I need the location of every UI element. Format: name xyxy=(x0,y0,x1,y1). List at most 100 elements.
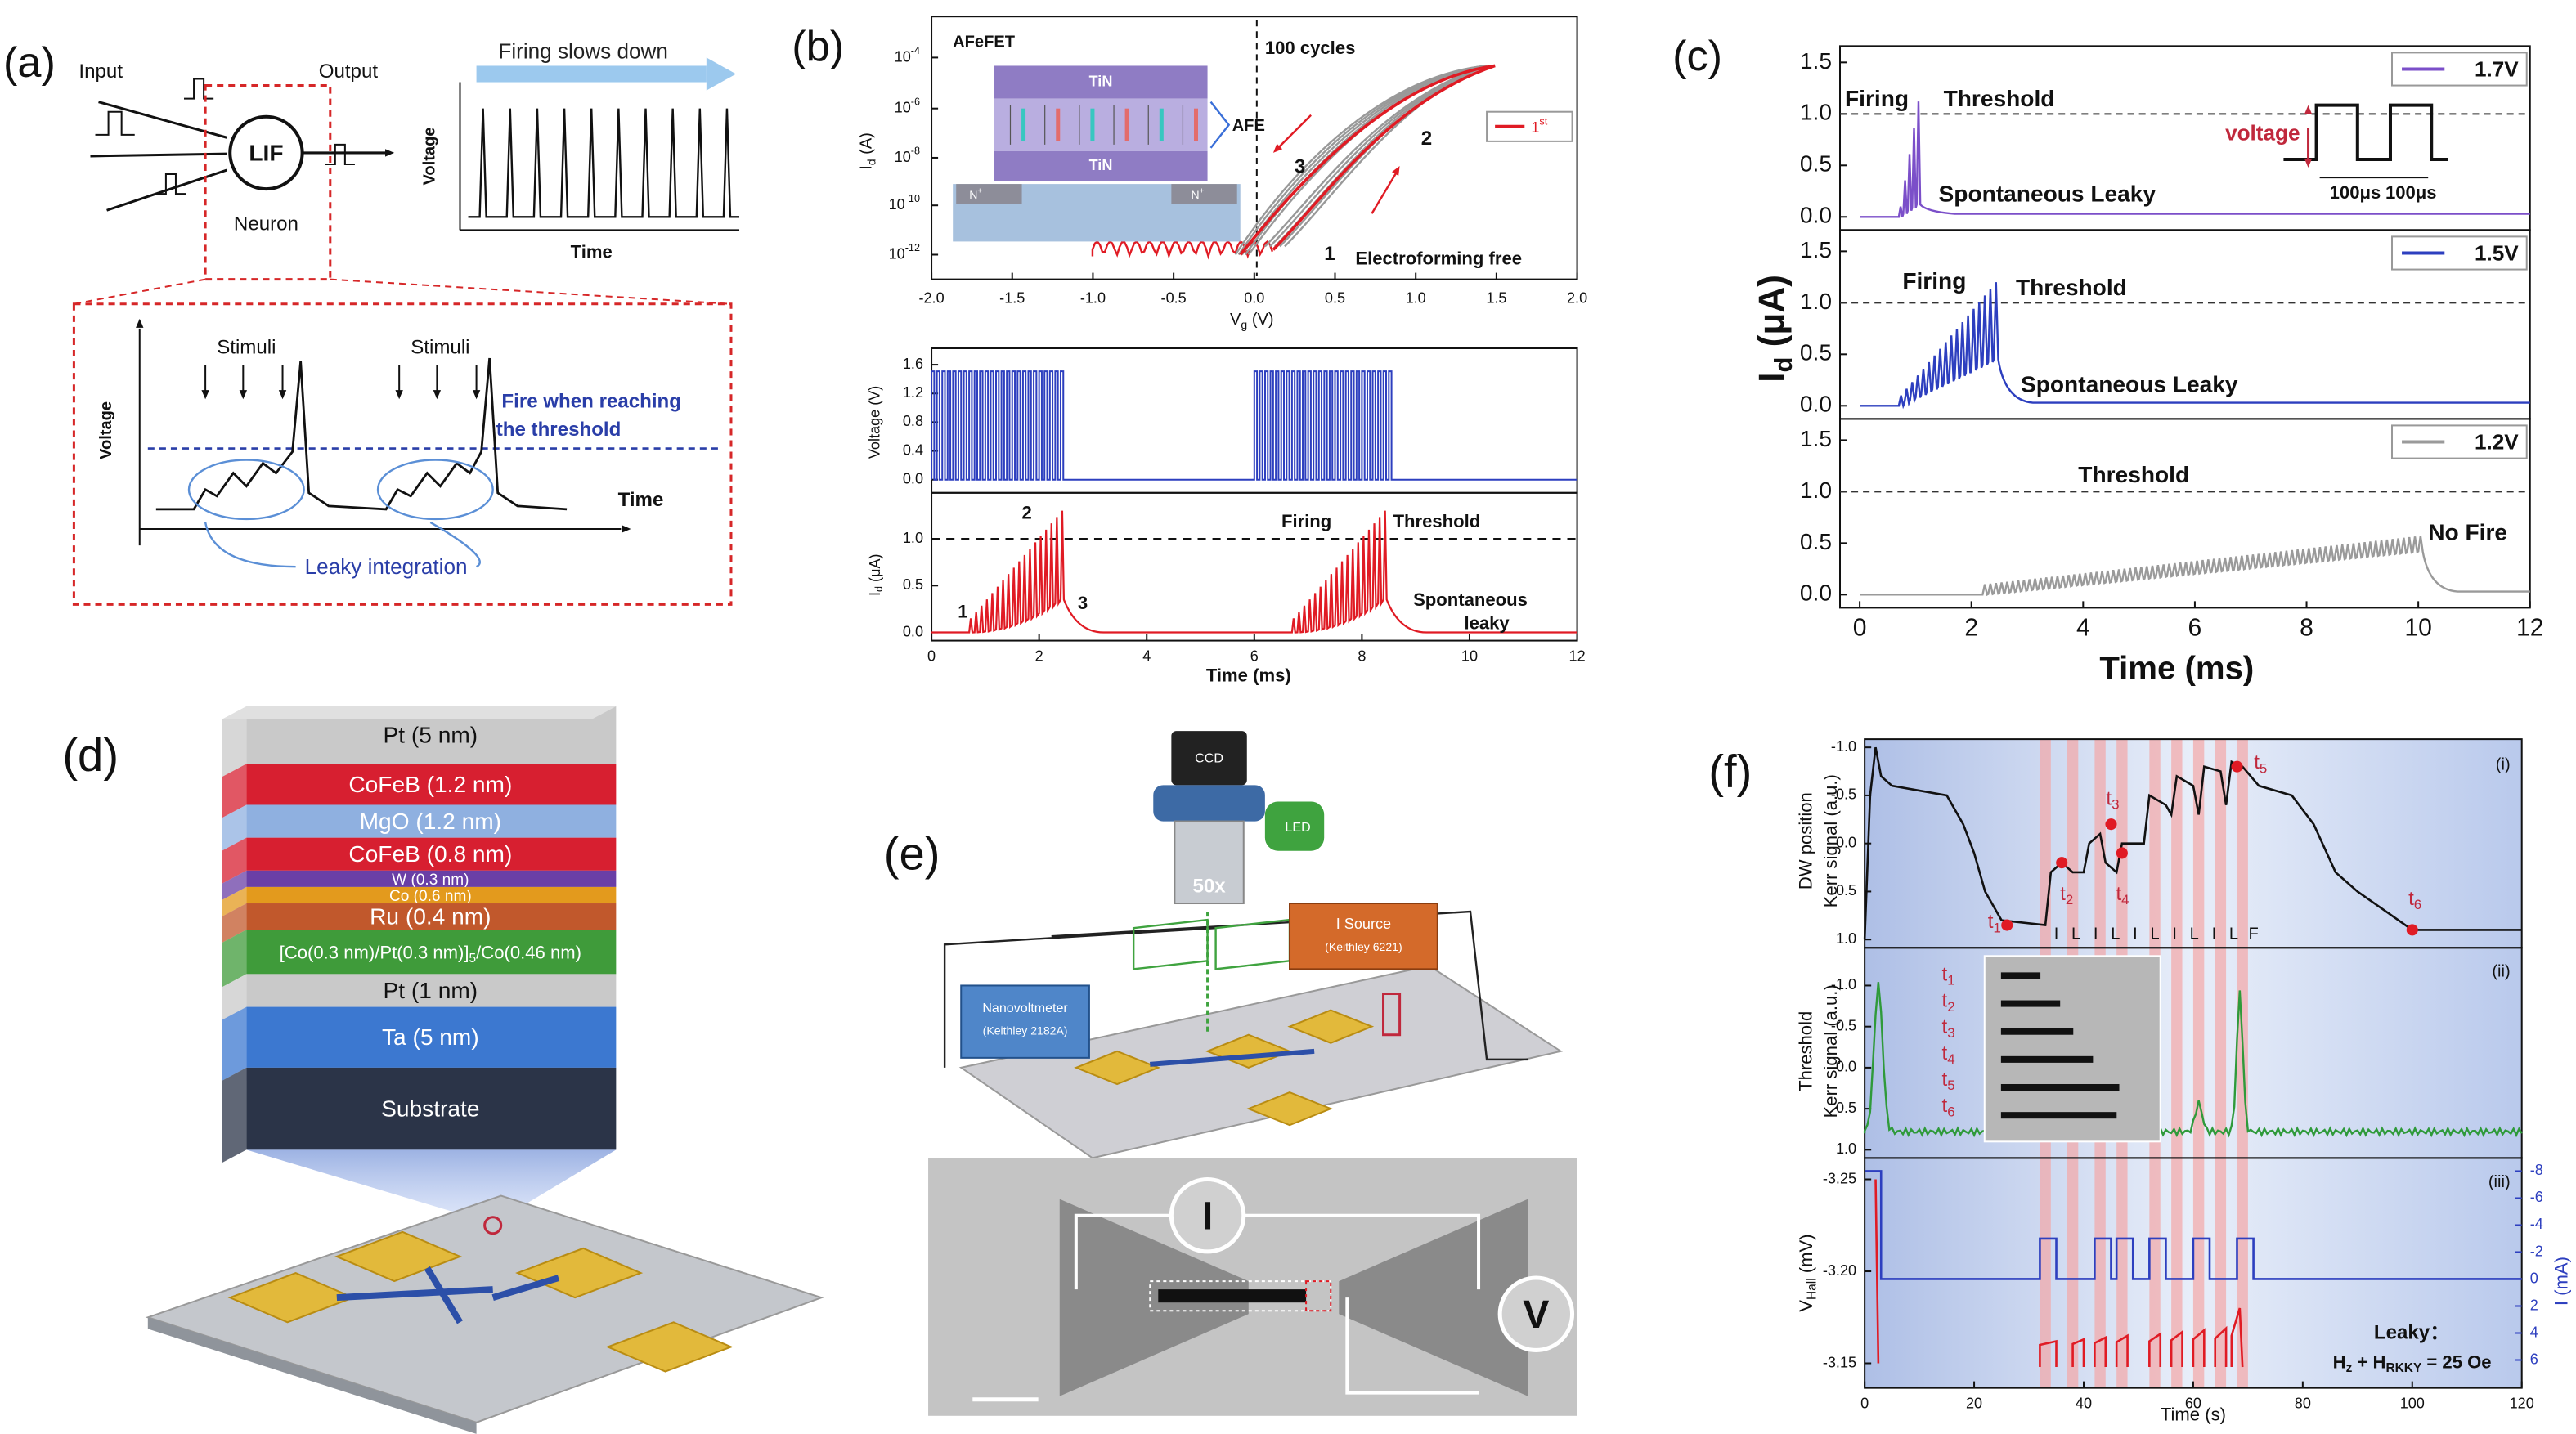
layer-side xyxy=(222,886,247,917)
label: Time xyxy=(618,489,664,511)
label: I xyxy=(2172,925,2177,943)
x-tick-label: 2 xyxy=(1964,614,1978,641)
time-marker xyxy=(2105,818,2117,831)
x-tick-label: 60 xyxy=(2185,1396,2201,1412)
y-tick-label: 0.5 xyxy=(1800,340,1832,365)
label-part: (μA) xyxy=(867,553,883,586)
label: MgO (1.2 nm) xyxy=(360,809,501,834)
label-part: 10 xyxy=(895,149,911,165)
label: Firing xyxy=(1902,268,1966,294)
layer xyxy=(246,886,617,904)
label: VHall (mV) xyxy=(1796,1234,1820,1311)
label-part: + xyxy=(977,186,982,195)
x-tick-label: 6 xyxy=(1250,648,1259,664)
x-tick-label: 2.0 xyxy=(1567,290,1587,307)
x-tick-label: -1.5 xyxy=(999,290,1025,307)
layer-side xyxy=(222,1006,247,1081)
label-part: g xyxy=(1241,318,1247,331)
y-tick-label: -2 xyxy=(2530,1243,2543,1259)
curve xyxy=(1244,65,1488,256)
arrow-head xyxy=(201,390,209,400)
gold-pad xyxy=(605,1321,734,1373)
y-tick-label: 0.0 xyxy=(1800,203,1832,228)
curve xyxy=(1241,65,1488,256)
pulse-marker xyxy=(1382,992,1402,1037)
label: Kerr signal (a.u.) xyxy=(1820,984,1841,1118)
label: Threshold xyxy=(1944,86,2055,111)
membrane-potential xyxy=(155,357,568,511)
kerr-trace xyxy=(1863,746,2522,940)
pulse-band xyxy=(2171,739,2183,1388)
label: CoFeB (1.2 nm) xyxy=(348,772,512,797)
zoom-box xyxy=(204,84,332,281)
y-tick-label: 0.4 xyxy=(903,441,923,458)
x-tick-label: 0 xyxy=(1853,614,1867,641)
domain-bar xyxy=(2000,1083,2120,1091)
label-part: N xyxy=(1191,188,1199,201)
label-part: t xyxy=(1942,1016,1948,1038)
layer-side xyxy=(222,706,247,777)
x-tick-label: 0 xyxy=(927,648,936,664)
label: t2 xyxy=(1942,990,1955,1015)
x-tick-label: 10 xyxy=(1461,648,1478,664)
time-marker xyxy=(2406,924,2418,936)
label: [Co(0.3 nm)/Pt(0.3 nm)]5/Co(0.46 nm) xyxy=(280,942,581,966)
domain-bar xyxy=(2000,1055,2094,1063)
x-tick-label: 12 xyxy=(2516,614,2544,641)
label: Co (0.6 nm) xyxy=(389,888,472,905)
curve xyxy=(90,152,227,158)
x-tick-label: 0.5 xyxy=(1325,290,1345,307)
label-part: I xyxy=(1752,373,1792,383)
label: L xyxy=(2150,925,2159,943)
objective xyxy=(1174,820,1245,905)
label-part: 10 xyxy=(889,245,905,262)
layer-side xyxy=(222,1067,247,1163)
arrow-head xyxy=(433,390,442,400)
y-tick-label: 6 xyxy=(2530,1351,2538,1367)
label-part: t xyxy=(2106,788,2112,810)
panel-label: (e) xyxy=(884,828,940,880)
label: 1 xyxy=(1324,243,1335,265)
panel-label: (f) xyxy=(1708,746,1752,797)
y-tick-label: 10-6 xyxy=(895,96,920,116)
label: 3 xyxy=(1295,155,1305,177)
label: I xyxy=(2212,925,2217,943)
label-part: V xyxy=(1796,1300,1816,1312)
label: t6 xyxy=(1942,1095,1955,1119)
isource xyxy=(1289,903,1438,970)
label-part: 6 xyxy=(2414,898,2421,913)
label: Kerr signal (a.u.) xyxy=(1820,774,1841,907)
gold-pad xyxy=(1074,1050,1160,1086)
label-part: 5 xyxy=(1947,1078,1954,1094)
time-marker xyxy=(2056,857,2068,869)
layer xyxy=(246,974,617,1007)
label: Voltage xyxy=(97,401,115,459)
label: Time xyxy=(571,241,613,262)
x-tick-label: 10 xyxy=(2404,614,2432,641)
arrow-head xyxy=(1391,166,1400,176)
label: Ta (5 nm) xyxy=(382,1024,479,1050)
x-tick-label: -1.0 xyxy=(1080,290,1106,307)
label: Id (A) xyxy=(858,132,877,170)
y-tick-label: 1.0 xyxy=(1800,477,1832,503)
label: (Keithley 2182A) xyxy=(983,1024,1068,1037)
gold-pad xyxy=(1246,1091,1333,1127)
panel-label: (a) xyxy=(3,39,56,87)
source xyxy=(956,184,1022,204)
layer xyxy=(246,764,617,805)
label: Neuron xyxy=(234,213,298,235)
y-tick-label: 1.5 xyxy=(1800,48,1832,74)
y-tick-label: 1.0 xyxy=(1836,1140,1856,1157)
label: Threshold xyxy=(2016,275,2127,300)
label: voltage xyxy=(2225,121,2300,146)
layer-side xyxy=(222,804,247,851)
curve xyxy=(429,521,481,568)
y-tick-label: 1.0 xyxy=(1800,100,1832,125)
current-trace xyxy=(1860,536,2530,597)
zoom-box xyxy=(72,302,733,606)
layer xyxy=(246,837,617,871)
label: AFE xyxy=(1232,117,1265,135)
label: (i) xyxy=(2496,756,2511,774)
y-tick-label: 0.0 xyxy=(903,470,923,486)
zoom-line xyxy=(74,278,732,305)
